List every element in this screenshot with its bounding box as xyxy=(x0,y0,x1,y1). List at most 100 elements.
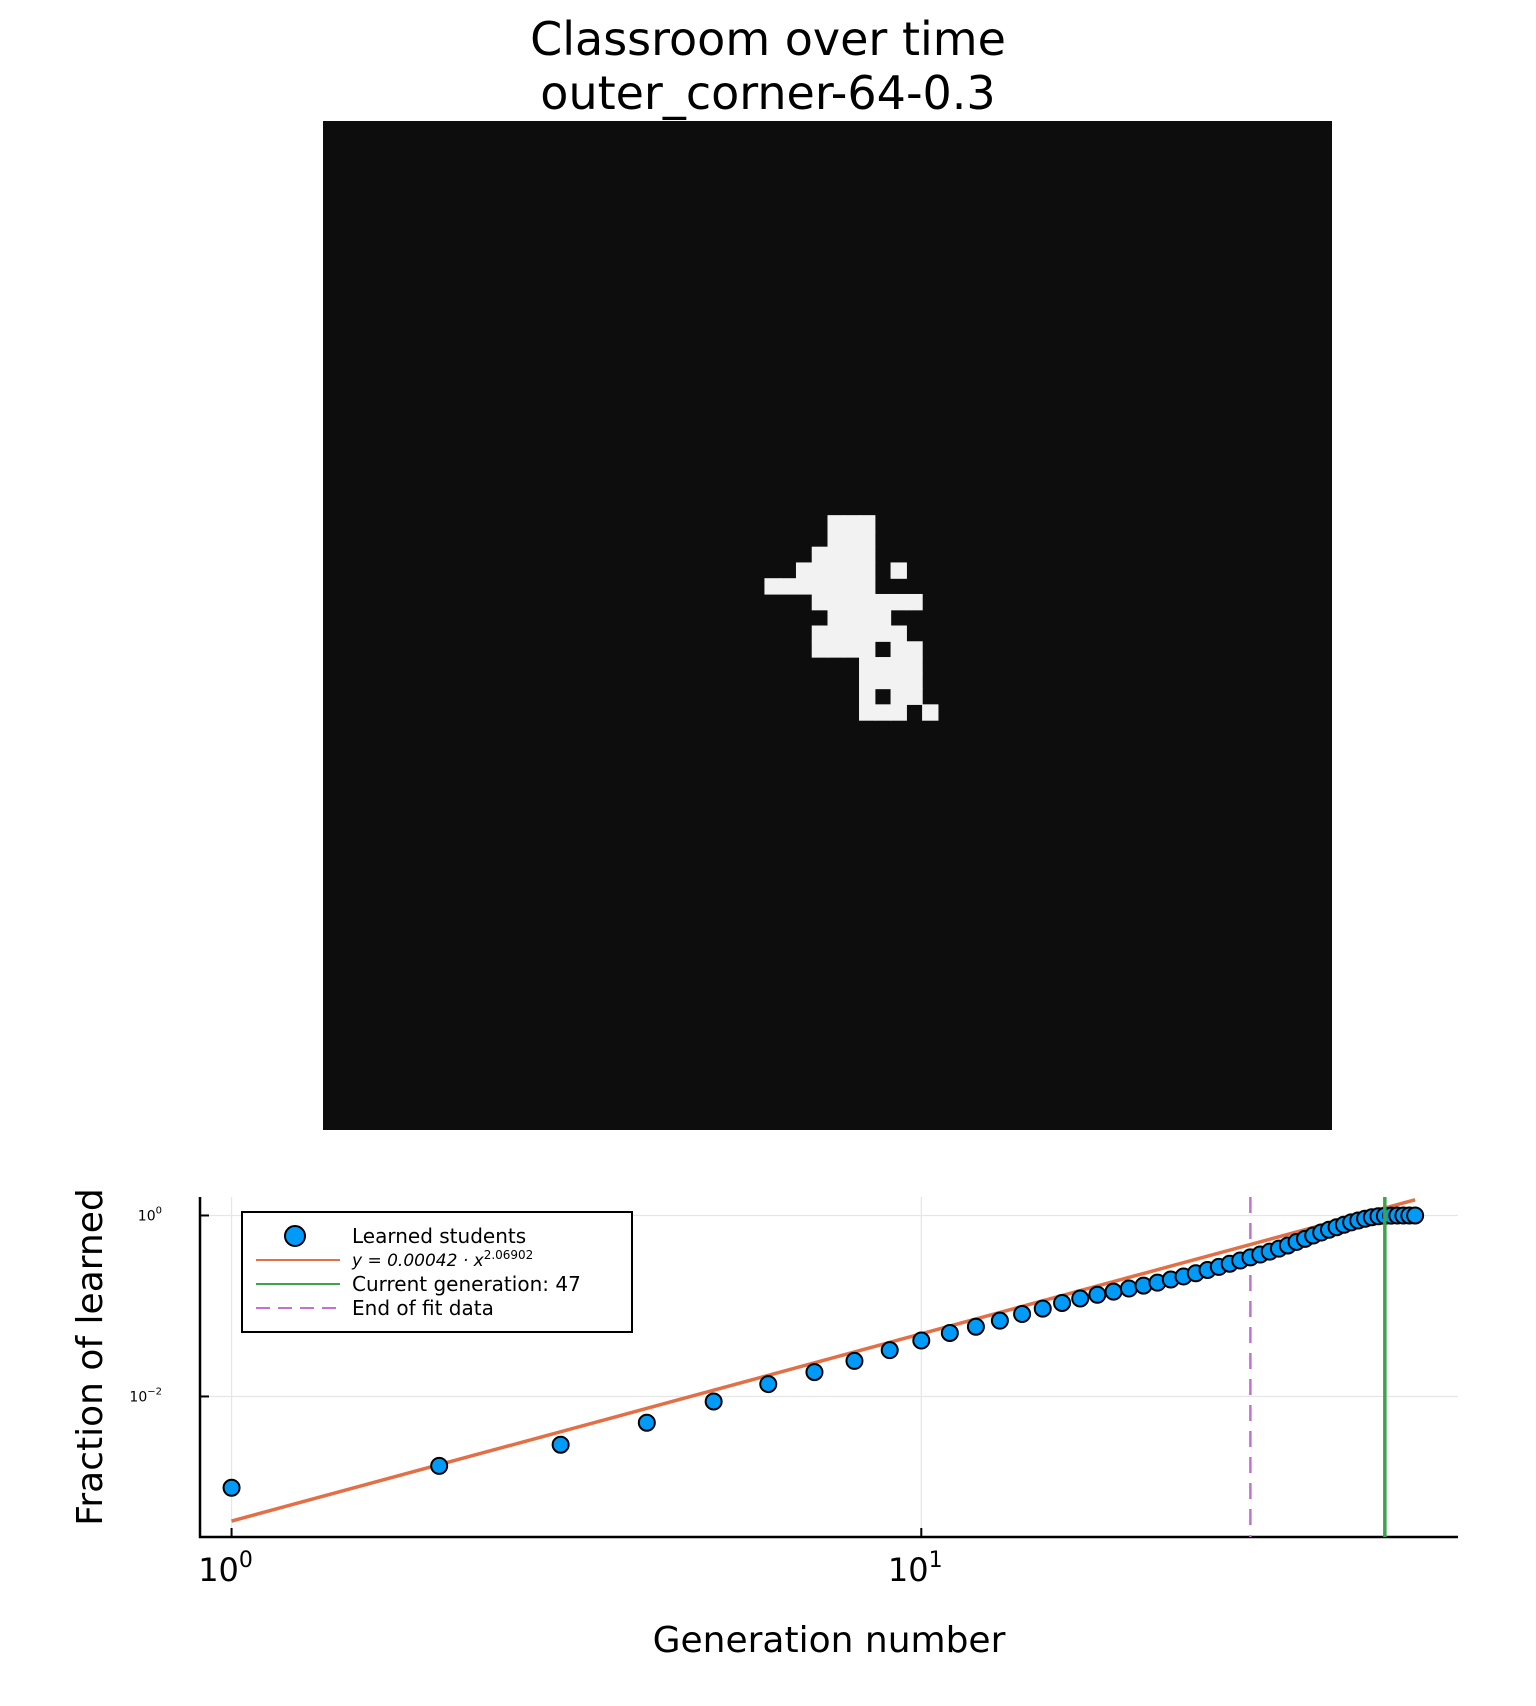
learned-cell xyxy=(827,515,844,532)
learned-cell xyxy=(827,609,844,627)
y-tick-label: 10−2 xyxy=(129,1386,162,1405)
learned-cell xyxy=(843,562,860,579)
learned-cell xyxy=(764,578,781,595)
learned-cell xyxy=(843,593,860,611)
data-point xyxy=(880,1341,899,1360)
learned-cell xyxy=(827,641,844,658)
classroom-heatmap xyxy=(323,121,1332,1130)
x-axis-label: Generation number xyxy=(653,1620,1006,1661)
data-point xyxy=(990,1311,1009,1330)
data-point xyxy=(759,1375,778,1394)
data-point xyxy=(966,1317,985,1336)
learned-cell xyxy=(859,593,876,611)
learned-cell xyxy=(795,578,813,595)
classroom-subtitle: outer_corner-64-0.3 xyxy=(540,66,996,120)
legend-marker-scatter xyxy=(284,1225,306,1247)
learned-cell xyxy=(780,578,797,595)
learned-cell xyxy=(859,578,876,595)
learned-cell xyxy=(859,609,876,627)
data-point xyxy=(1104,1282,1123,1301)
learned-cell xyxy=(795,562,813,579)
learned-cell xyxy=(890,641,907,658)
learned-students-points xyxy=(222,1206,1425,1497)
learned-cell xyxy=(874,593,892,611)
learned-cell xyxy=(811,562,829,579)
learned-cell xyxy=(874,609,892,627)
learned-cell xyxy=(890,657,907,674)
learned-cell xyxy=(859,641,876,658)
learned-cell xyxy=(843,641,860,658)
learned-cell xyxy=(859,546,876,564)
learned-cell xyxy=(890,672,907,690)
learned-cell xyxy=(827,546,844,564)
learned-cell xyxy=(906,672,923,690)
classroom-title: Classroom over time xyxy=(530,12,1006,66)
learned-cell xyxy=(890,704,907,721)
x-tick-label: 100 xyxy=(198,1548,253,1589)
x-tick-label: 101 xyxy=(888,1548,943,1589)
data-point xyxy=(222,1478,241,1497)
learned-cell xyxy=(890,688,907,705)
data-point xyxy=(1013,1305,1032,1324)
data-point xyxy=(551,1435,570,1454)
learned-cell xyxy=(859,704,876,721)
learned-cell xyxy=(843,515,860,532)
learned-cell xyxy=(811,578,829,595)
data-point xyxy=(1071,1289,1090,1308)
data-point xyxy=(912,1331,931,1350)
data-point xyxy=(1053,1293,1072,1312)
learned-cell xyxy=(874,657,892,674)
fit-line xyxy=(231,1198,1416,1523)
learned-cell xyxy=(827,625,844,642)
learned-cell xyxy=(906,593,923,611)
learned-cell xyxy=(827,593,844,611)
y-axis-label: Fraction of learned xyxy=(70,1188,111,1525)
data-point xyxy=(1033,1299,1052,1318)
legend-box xyxy=(241,1211,633,1333)
learned-cell xyxy=(811,641,829,658)
data-point xyxy=(1406,1206,1425,1225)
learned-cell xyxy=(906,641,923,658)
data-point xyxy=(430,1456,449,1475)
learned-cell xyxy=(843,546,860,564)
data-point xyxy=(845,1351,864,1370)
learned-cell xyxy=(843,530,860,548)
y-tick-label: 100 xyxy=(138,1205,162,1224)
learned-cell xyxy=(874,625,892,642)
learned-cell xyxy=(843,578,860,595)
learned-cell xyxy=(906,688,923,705)
learned-cell xyxy=(874,672,892,690)
data-point xyxy=(805,1363,824,1382)
learned-cell xyxy=(827,562,844,579)
learned-cell xyxy=(843,609,860,627)
learned-cell xyxy=(827,530,844,548)
learned-cell xyxy=(827,578,844,595)
learned-cell xyxy=(811,593,829,611)
learned-cell xyxy=(859,657,876,674)
learned-cell xyxy=(906,657,923,674)
data-point xyxy=(1119,1279,1138,1298)
data-point xyxy=(637,1413,656,1432)
learned-cell xyxy=(843,625,860,642)
learned-cell xyxy=(859,625,876,642)
learned-cell xyxy=(890,593,907,611)
data-point xyxy=(704,1392,723,1411)
learned-cell xyxy=(811,625,829,642)
learned-cell xyxy=(890,562,907,579)
data-point xyxy=(1088,1285,1107,1304)
learned-cell xyxy=(859,515,876,532)
legend-label-end-fit: End of fit data xyxy=(352,1296,494,1320)
learned-cell xyxy=(874,704,892,721)
learned-cell xyxy=(859,688,876,705)
legend-label-scatter: Learned students xyxy=(352,1224,526,1248)
learned-cell xyxy=(811,546,829,564)
data-point xyxy=(940,1323,959,1342)
learned-cell xyxy=(859,562,876,579)
learned-cell xyxy=(890,625,907,642)
learned-cell xyxy=(922,704,939,721)
learned-cell xyxy=(859,672,876,690)
legend-label-current: Current generation: 47 xyxy=(352,1272,581,1296)
